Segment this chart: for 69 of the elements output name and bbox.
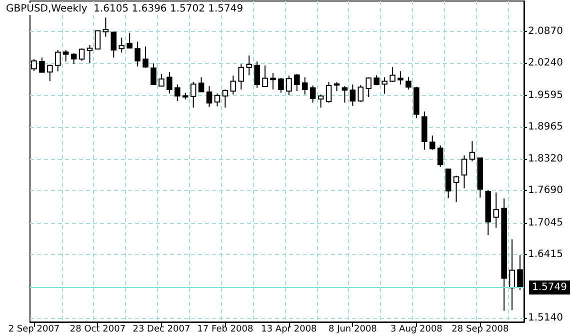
candlestick [437,144,444,168]
y-tick-label: 1.8320 [528,154,563,164]
candlestick [222,89,228,108]
candlestick [294,74,300,92]
candlestick [102,17,109,38]
candlestick [39,57,45,73]
candlestick [302,76,308,95]
candlestick [158,74,164,87]
candlestick [238,64,244,90]
candlestick [174,84,180,102]
y-tick-label: 1.5140 [528,312,563,324]
candlestick [318,94,324,108]
candlestick [78,48,85,62]
candlestick [214,92,220,107]
candlestick [390,66,396,82]
y-tick-label: 2.0870 [528,26,563,37]
candlestick [310,85,316,104]
candlestick [493,192,500,228]
candlestick [62,50,69,62]
candlestick [326,81,332,104]
y-tick-label: 1.8965 [528,121,563,132]
candlestick [86,44,93,64]
candlestick [230,75,236,95]
ref-line-label: 1.5749 [532,282,567,294]
candlestick [246,55,252,76]
y-tick-label: 1.6415 [528,248,563,260]
candlestick [366,76,372,98]
candlestick [453,175,460,203]
candlestick [198,76,204,92]
candlestick [398,70,404,86]
candlestick [134,41,140,67]
x-tick-label: 23 Dec 2007 [132,324,190,334]
x-tick-label: 13 Apr 2008 [261,324,318,334]
candlestick [190,81,196,108]
candlestick [278,77,284,94]
candlestick [94,30,101,50]
chart-title: GBPUSD,Weekly 1.6105 1.6396 1.5702 1.5749 [6,4,244,14]
candlestick [382,76,388,94]
candlestick [358,84,364,102]
y-tick-label: 1.7690 [528,185,563,196]
candlestick [469,140,476,162]
candlestick [406,76,412,90]
candlestick [150,62,156,86]
candlestick [166,72,172,94]
candlestick [350,84,356,106]
x-tick-label: 8 Jun 2008 [328,324,378,334]
candlestick [54,50,61,72]
candlestick [262,64,268,88]
candlestick [445,168,452,199]
candlestick [509,238,515,311]
candlestick [126,32,132,49]
candlestick [47,64,53,82]
candlestick [270,72,276,90]
y-tick-label: 1.7045 [528,217,563,228]
y-tick-label: 1.9595 [528,90,563,101]
y-tick-label: 2.0240 [528,58,563,68]
candlestick [461,154,468,189]
candlestick [118,37,125,54]
candlestick [254,60,260,88]
x-tick-label: 28 Sep 2008 [452,324,509,334]
candlestick [142,46,148,69]
candlestick [286,75,292,96]
x-tick-label: 17 Feb 2008 [197,324,254,334]
candlestick [110,31,117,58]
candlestick [429,135,436,150]
x-tick-label: 3 Aug 2008 [390,324,443,334]
candlestick [206,86,212,108]
x-tick-label: 2 Sep 2007 [8,324,60,334]
candlestick [342,86,348,104]
